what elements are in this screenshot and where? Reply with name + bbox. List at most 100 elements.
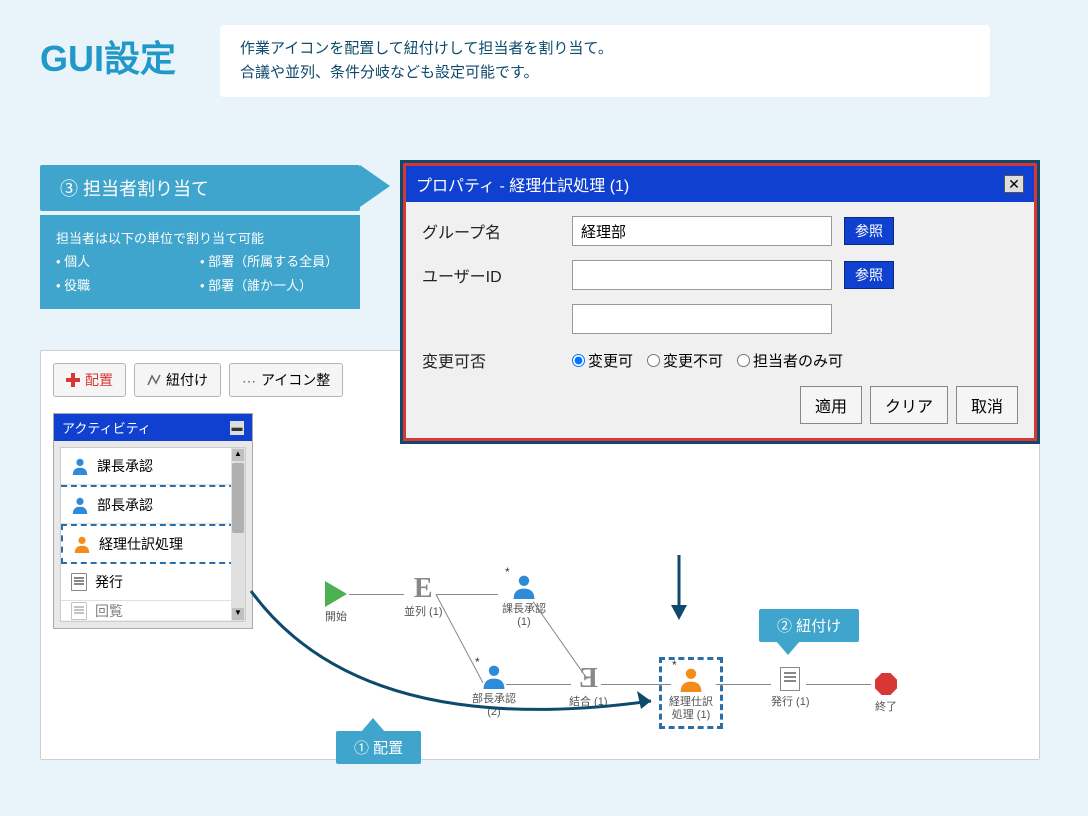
group-label: グループ名 [422,219,572,243]
star-icon: * [672,658,677,672]
node-label: 課長承認 (1) [499,603,549,629]
radio-owner-input[interactable] [737,354,750,367]
scroll-up-icon[interactable]: ▲ [232,449,244,461]
description-box: 作業アイコンを配置して紐付けして担当者を割り当て。 合議や並列、条件分岐なども設… [220,25,990,97]
node-label: 経理仕訳処理 (1) [666,696,716,722]
document-icon [71,602,87,620]
toolbar-link-button[interactable]: 紐付け [134,363,221,397]
scroll-thumb[interactable] [232,463,244,533]
parallel-icon: E [408,574,438,604]
page-title: GUI設定 [40,30,176,82]
person-icon [71,457,89,475]
place-icon [66,373,80,387]
group-reference-button[interactable]: 参照 [844,217,894,245]
close-icon[interactable]: ✕ [1004,175,1024,193]
cancel-button[interactable]: 取消 [956,386,1018,424]
description-line1: 作業アイコンを配置して紐付けして担当者を割り当て。 [240,37,970,61]
flow-node-start[interactable]: 開始 [321,579,351,624]
toolbar-place-button[interactable]: 配置 [53,363,126,397]
toolbar-align-button[interactable]: アイコン整 [229,363,343,397]
dialog-buttons: 適用 クリア 取消 [422,386,1018,424]
document-icon [775,664,805,694]
activity-item-bucho[interactable]: 部長承認 [61,485,245,524]
infobox-item-1: 部署（所属する全員） [200,250,344,273]
radio-allow[interactable]: 変更可 [572,350,633,371]
infobox-item-2: 役職 [56,274,200,297]
activity-item-label: 経理仕訳処理 [99,534,183,554]
flow-node-join[interactable]: E 結合 (1) [569,664,608,709]
toolbar-align-label: アイコン整 [261,370,330,390]
edge [436,594,498,595]
toolbar-link-label: 紐付け [166,370,208,390]
dialog-body: グループ名 参照 ユーザーID 参照 変更可否 変更可 変更不可 担当者のみ可 … [406,202,1034,438]
activity-palette: アクティビティ ▬ 課長承認 部長承認 経理仕訳処理 発行 回覧 [53,413,253,629]
radio-deny-input[interactable] [647,354,660,367]
scroll-down-icon[interactable]: ▼ [232,608,244,620]
assign-units-infobox: 担当者は以下の単位で割り当て可能 個人 部署（所属する全員） 役職 部署（誰か一… [40,215,360,309]
flow-node-end[interactable]: 終了 [871,669,901,714]
callout-3-assign: ③ 担当者割り当て [40,165,360,211]
dialog-titlebar[interactable]: プロパティ - 経理仕訳処理 (1) ✕ [406,166,1034,202]
node-label: 発行 (1) [771,696,810,709]
node-label: 開始 [321,611,351,624]
activity-item-label: 回覧 [95,601,123,621]
radio-allow-input[interactable] [572,354,585,367]
toolbar-place-label: 配置 [85,370,113,390]
change-label: 変更可否 [422,348,572,372]
node-label: 結合 (1) [569,696,608,709]
apply-button[interactable]: 適用 [800,386,862,424]
palette-minimize-icon[interactable]: ▬ [230,421,244,435]
flow-node-bucho[interactable]: * 部長承認 (2) [469,661,519,719]
edge [349,594,404,595]
callout-2-link: ② 紐付け [759,609,859,642]
activity-item-label: 課長承認 [97,456,153,476]
activity-item-circ[interactable]: 回覧 [61,601,245,621]
flow-node-issue[interactable]: 発行 (1) [771,664,810,709]
person-icon [73,535,91,553]
scrollbar[interactable]: ▲ ▼ [231,448,245,621]
radio-deny-label: 変更不可 [663,350,723,371]
property-dialog: プロパティ - 経理仕訳処理 (1) ✕ グループ名 参照 ユーザーID 参照 … [400,160,1040,444]
clear-button[interactable]: クリア [870,386,948,424]
activity-item-issue[interactable]: 発行 [61,564,245,601]
person-icon: * [509,571,539,601]
activity-palette-title: アクティビティ [62,418,151,437]
person-icon: * [479,661,509,691]
radio-owner[interactable]: 担当者のみ可 [737,350,843,371]
callout-3-arrow [360,165,390,207]
activity-list: 課長承認 部長承認 経理仕訳処理 発行 回覧 ▲ ▼ [60,447,246,622]
group-input[interactable] [572,216,832,246]
person-icon [71,496,89,514]
activity-palette-header: アクティビティ ▬ [54,414,252,441]
flow-node-parallel[interactable]: E 並列 (1) [404,574,443,619]
document-icon [71,573,87,591]
join-icon: E [573,664,603,694]
flow-node-kacho[interactable]: * 課長承認 (1) [499,571,549,629]
activity-item-label: 部長承認 [97,495,153,515]
star-icon: * [505,565,510,579]
link-icon [147,373,161,387]
flow-node-keiri-selected[interactable]: * 経理仕訳処理 (1) [659,657,723,729]
person-icon: * [676,664,706,694]
user-input[interactable] [572,260,832,290]
down-arrow-icon [664,555,694,625]
activity-item-keiri[interactable]: 経理仕訳処理 [61,524,245,564]
extra-input[interactable] [572,304,832,334]
callout-2-arrow [776,641,800,655]
user-reference-button[interactable]: 参照 [844,261,894,289]
radio-deny[interactable]: 変更不可 [647,350,723,371]
end-icon [871,669,901,699]
start-icon [321,579,351,609]
dots-icon [242,373,256,387]
infobox-item-3: 部署（誰か一人） [200,274,344,297]
change-radio-group: 変更可 変更不可 担当者のみ可 [572,350,843,371]
dialog-title: プロパティ - 経理仕訳処理 (1) [416,172,629,196]
node-label: 並列 (1) [404,606,443,619]
radio-allow-label: 変更可 [588,350,633,371]
workflow-canvas[interactable]: 開始 E 並列 (1) * 課長承認 (1) * 部長承認 (2) E 結合 (… [261,411,1029,749]
activity-item-kacho[interactable]: 課長承認 [61,448,245,485]
user-label: ユーザーID [422,263,572,287]
edge [806,684,871,685]
activity-item-label: 発行 [95,572,123,592]
node-label: 終了 [871,701,901,714]
